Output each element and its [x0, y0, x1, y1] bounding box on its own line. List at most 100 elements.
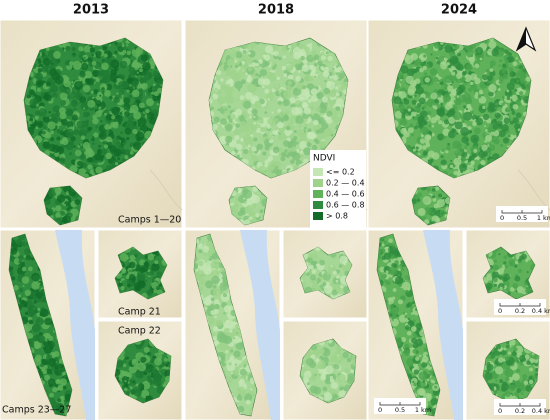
ndvi-patch [326, 81, 336, 91]
ndvi-patch [450, 159, 453, 162]
ndvi-patch [128, 56, 131, 59]
ndvi-patch [272, 146, 280, 154]
ndvi-patch [103, 53, 108, 58]
ndvi-patch [285, 110, 290, 114]
ndvi-patch [400, 336, 407, 343]
ndvi-patch [327, 401, 331, 403]
ndvi-patch [210, 261, 220, 270]
ndvi-patch [119, 280, 122, 283]
ndvi-patch [237, 88, 241, 92]
ndvi-patch [381, 248, 386, 253]
ndvi-patch [461, 151, 468, 158]
ndvi-patch [37, 334, 46, 344]
ndvi-patch [519, 119, 522, 122]
ndvi-patch [58, 107, 66, 115]
ndvi-patch [437, 210, 441, 213]
ndvi-patch [43, 374, 51, 381]
ndvi-patch [42, 57, 51, 66]
ndvi-patch [115, 114, 121, 120]
ndvi-patch [46, 368, 53, 375]
ndvi-patch [272, 44, 279, 51]
ndvi-patch [91, 61, 97, 66]
ndvi-patch [280, 156, 286, 162]
ndvi-patch [42, 116, 50, 123]
ndvi-patch [78, 46, 84, 52]
ndvi-patch [95, 78, 100, 83]
ndvi-patch [439, 81, 444, 85]
ndvi-patch [397, 299, 404, 305]
ndvi-patch [95, 125, 99, 129]
ndvi-patch [41, 358, 49, 366]
ndvi-patch [61, 138, 69, 146]
ndvi-patch [424, 116, 429, 121]
ndvi-patch [165, 364, 169, 367]
ndvi-patch [394, 276, 404, 285]
ndvi-patch [214, 87, 218, 91]
ndvi-patch [242, 50, 247, 54]
ndvi-patch [381, 243, 385, 247]
ndvi-patch [204, 271, 208, 275]
ndvi-patch [430, 53, 433, 56]
ndvi-patch [468, 70, 472, 75]
ndvi-patch [126, 119, 135, 128]
ndvi-patch [509, 120, 514, 125]
ndvi-patch [53, 351, 60, 358]
ndvi-patch [418, 354, 422, 358]
ndvi-patch [466, 142, 470, 146]
ndvi-patch [126, 89, 130, 93]
ndvi-patch [122, 123, 127, 128]
ndvi-patch [451, 71, 456, 76]
ndvi-patch [310, 88, 318, 96]
ndvi-patch [428, 370, 434, 376]
ndvi-patch [92, 114, 98, 120]
ndvi-patch [150, 90, 153, 93]
ndvi-patch [414, 94, 417, 97]
ndvi-patch [239, 155, 243, 158]
ndvi-patch [398, 261, 401, 265]
ndvi-patch [128, 66, 136, 74]
ndvi-patch [231, 150, 236, 156]
ndvi-patch [234, 80, 243, 90]
ndvi-patch [292, 47, 301, 56]
ndvi-patch [421, 355, 429, 363]
ndvi-patch [470, 81, 474, 86]
ndvi-patch [100, 134, 104, 138]
ndvi-patch [422, 196, 432, 205]
ndvi-patch [287, 86, 293, 92]
ndvi-patch [231, 72, 241, 82]
ndvi-patch [122, 278, 125, 281]
ndvi-patch [108, 120, 112, 124]
ndvi-patch [225, 135, 233, 144]
ndvi-patch [251, 203, 257, 208]
ndvi-patch [423, 72, 428, 76]
ndvi-patch [318, 127, 325, 134]
ndvi-patch [56, 194, 66, 203]
ndvi-patch [492, 124, 499, 130]
ndvi-patch [104, 124, 111, 130]
ndvi-patch [87, 57, 93, 63]
ndvi-patch [494, 102, 499, 106]
ndvi-patch [45, 207, 48, 210]
ndvi-patch [311, 144, 318, 151]
ndvi-patch [522, 85, 526, 90]
ndvi-patch [217, 108, 221, 112]
ndvi-patch [42, 346, 47, 350]
ndvi-patch [255, 102, 262, 109]
ndvi-patch [245, 44, 250, 49]
ndvi-patch [398, 103, 405, 111]
ndvi-patch [309, 361, 317, 369]
ndvi-patch [123, 384, 129, 389]
ndvi-patch [129, 261, 136, 269]
ndvi-patch [514, 88, 518, 92]
ndvi-patch [51, 62, 54, 65]
ndvi-patch [264, 61, 270, 67]
ndvi-patch [243, 201, 247, 204]
ndvi-patch [63, 79, 72, 88]
ndvi-patch [496, 123, 503, 129]
ndvi-patch [394, 110, 403, 119]
ndvi-patch [79, 71, 86, 78]
ndvi-patch [307, 128, 312, 133]
ndvi-patch [438, 120, 443, 125]
ndvi-patch [253, 137, 258, 142]
ndvi-patch [202, 245, 210, 253]
